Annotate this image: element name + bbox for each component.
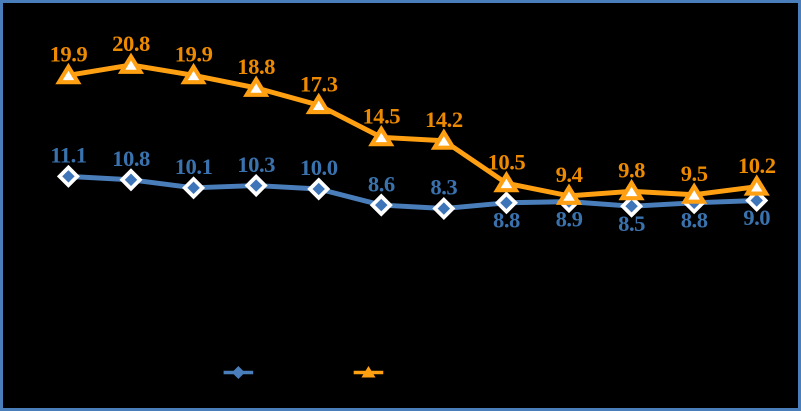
blue-diamond-data-label-8: 8.9 — [556, 206, 583, 231]
blue-diamond-data-label-3: 10.3 — [237, 152, 275, 177]
blue-diamond-marker-11 — [745, 188, 769, 212]
orange-triangle-data-label-9: 9.8 — [618, 157, 645, 182]
orange-triangle-line — [65, 62, 760, 199]
orange-triangle-marker-5 — [368, 124, 395, 147]
blue-diamond-data-label-2: 10.1 — [175, 154, 213, 179]
legend-entry-diamond — [223, 366, 254, 379]
blue-diamond-data-label-4: 10.0 — [300, 155, 338, 180]
blue-diamond-marker-6 — [432, 197, 456, 221]
orange-triangle-marker-4 — [305, 92, 332, 115]
blue-diamond-data-label-9: 8.5 — [618, 211, 645, 236]
series-orange-triangle: 19.9 20.8 19.9 18.8 17.3 14.5 14.2 10.5 9.4 9.8 9.… — [50, 31, 776, 205]
legend-diamond-icon — [231, 366, 245, 379]
blue-diamond-marker-1 — [119, 168, 143, 192]
orange-triangle-marker-0 — [55, 62, 82, 85]
orange-triangle-data-label-6: 14.2 — [425, 107, 463, 132]
legend-entry-triangle — [353, 365, 384, 378]
blue-diamond-data-label-0: 11.1 — [50, 143, 87, 168]
orange-triangle-data-label-5: 14.5 — [362, 104, 400, 129]
orange-triangle-marker-3 — [243, 75, 270, 97]
blue-diamond-marker-0 — [56, 164, 80, 188]
orange-triangle-marker-10 — [681, 182, 708, 204]
line-chart: 11.1 10.8 10.1 10.3 10.0 8.6 8.3 8.8 8.9 8.5 8.8 9.… — [50, 31, 776, 379]
orange-triangle-data-label-8: 9.4 — [556, 162, 583, 187]
orange-triangle-data-label-3: 18.8 — [237, 54, 275, 79]
legend-triangle-icon — [361, 365, 376, 378]
blue-diamond-marker-9 — [620, 194, 644, 218]
orange-triangle-data-label-10: 9.5 — [681, 161, 708, 186]
orange-triangle-marker-8 — [555, 183, 583, 205]
orange-triangle-data-label-0: 19.9 — [50, 41, 88, 66]
orange-triangle-marker-7 — [493, 170, 520, 193]
orange-triangle-data-label-2: 19.9 — [175, 41, 213, 66]
blue-diamond-data-label-10: 8.8 — [681, 207, 708, 232]
orange-triangle-marker-9 — [618, 178, 645, 201]
blue-diamond-data-label-5: 8.6 — [368, 171, 395, 196]
legend — [223, 365, 384, 379]
blue-diamond-marker-7 — [494, 191, 518, 215]
orange-triangle-data-label-11: 10.2 — [738, 153, 776, 178]
blue-diamond-data-label-11: 9.0 — [743, 205, 770, 230]
orange-triangle-marker-6 — [430, 128, 457, 150]
blue-diamond-data-label-1: 10.8 — [112, 146, 150, 171]
blue-diamond-data-label-6: 8.3 — [430, 175, 457, 200]
orange-triangle-data-label-4: 17.3 — [300, 71, 338, 96]
blue-diamond-marker-2 — [182, 176, 206, 200]
blue-diamond-data-label-7: 8.8 — [493, 207, 520, 232]
orange-triangle-marker-1 — [117, 52, 145, 74]
orange-triangle-marker-11 — [743, 174, 770, 196]
series-blue-diamond: 11.1 10.8 10.1 10.3 10.0 8.6 8.3 8.8 8.9 8.5 8.8 9.… — [50, 143, 771, 236]
blue-diamond-marker-4 — [307, 177, 331, 201]
orange-triangle-data-label-7: 10.5 — [488, 149, 526, 174]
blue-diamond-marker-5 — [369, 193, 393, 217]
orange-triangle-data-label-1: 20.8 — [112, 31, 150, 56]
orange-triangle-marker-2 — [180, 62, 207, 85]
blue-diamond-marker-3 — [244, 174, 268, 198]
